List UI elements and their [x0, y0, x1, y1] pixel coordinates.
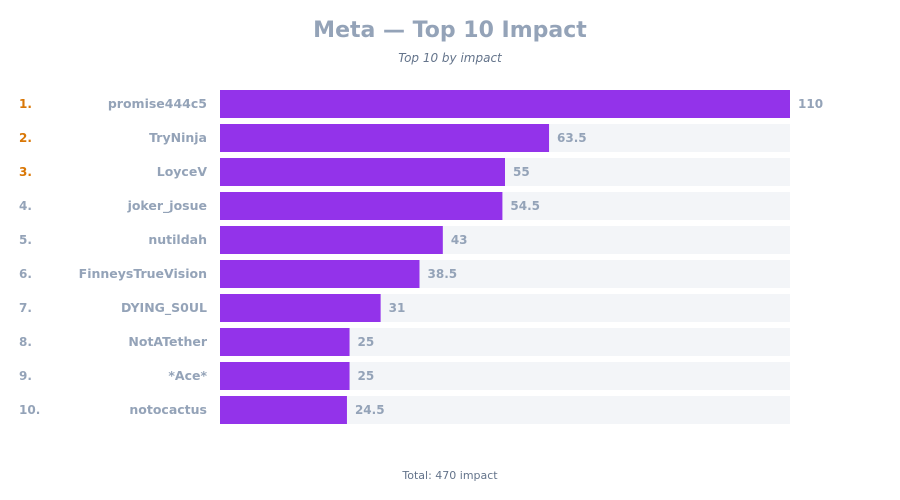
rank-label: 2.	[19, 131, 32, 145]
value-label: 54.5	[510, 199, 540, 213]
value-label: 25	[358, 335, 375, 349]
category-label: NotATether	[128, 334, 207, 349]
rank-label: 9.	[19, 369, 32, 383]
value-label: 55	[513, 165, 530, 179]
value-label: 63.5	[557, 131, 587, 145]
bar	[220, 192, 503, 220]
bar	[220, 328, 350, 356]
value-label: 25	[358, 369, 375, 383]
bar	[220, 362, 350, 390]
value-label: 38.5	[428, 267, 458, 281]
bar	[220, 294, 381, 322]
category-label: notocactus	[129, 402, 207, 417]
category-label: TryNinja	[149, 130, 207, 145]
category-label: nutildah	[148, 232, 207, 247]
bar	[220, 158, 505, 186]
rank-label: 1.	[19, 97, 32, 111]
category-label: *Ace*	[168, 368, 207, 383]
rank-label: 6.	[19, 267, 32, 281]
bar	[220, 226, 443, 254]
category-label: joker_josue	[127, 198, 207, 214]
rank-label: 10.	[19, 403, 40, 417]
category-label: FinneysTrueVision	[79, 266, 207, 281]
rank-label: 4.	[19, 199, 32, 213]
bar	[220, 90, 790, 118]
rank-label: 3.	[19, 165, 32, 179]
category-label: LoyceV	[157, 164, 208, 179]
bar	[220, 260, 420, 288]
chart-title: Meta — Top 10 Impact	[313, 18, 587, 43]
value-label: 31	[389, 301, 406, 315]
category-label: promise444c5	[108, 96, 207, 111]
value-label: 110	[798, 97, 823, 111]
total-footer: Total: 470 impact	[402, 469, 498, 482]
rank-label: 5.	[19, 233, 32, 247]
category-label: DYING_S0UL	[121, 300, 207, 316]
bar	[220, 396, 347, 424]
rank-label: 8.	[19, 335, 32, 349]
bar	[220, 124, 550, 152]
value-label: 43	[451, 233, 468, 247]
value-label: 24.5	[355, 403, 385, 417]
chart-subtitle: Top 10 by impact	[398, 51, 502, 65]
rank-label: 7.	[19, 301, 32, 315]
